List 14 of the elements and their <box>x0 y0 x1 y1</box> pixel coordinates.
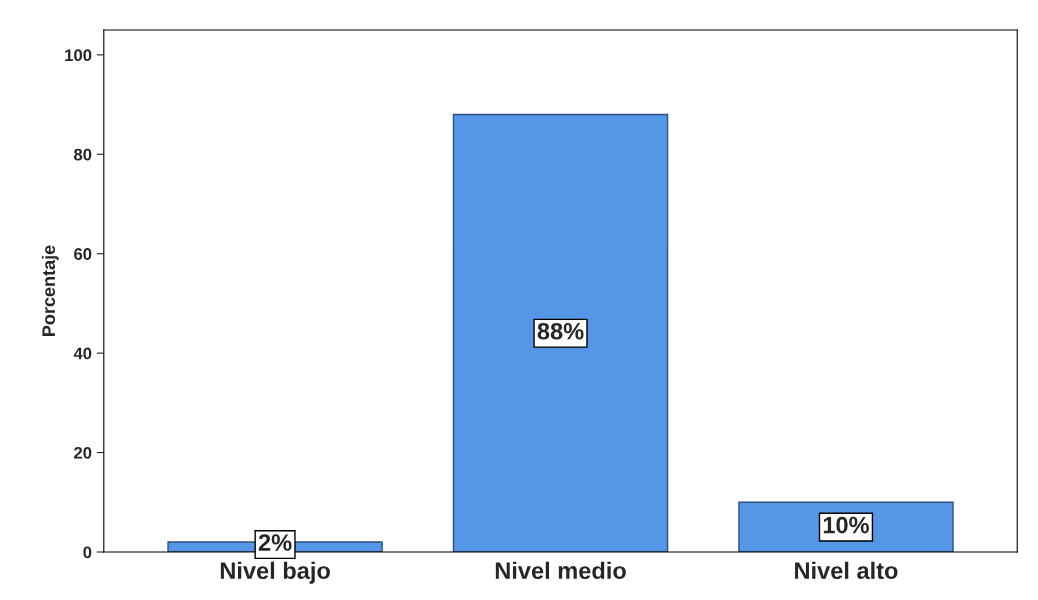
x-tick-label: Nivel medio <box>495 561 626 580</box>
x-tick-label: Nivel alto <box>795 561 898 580</box>
data-label: 88% <box>537 322 584 340</box>
y-tick-label: 40 <box>73 347 92 360</box>
y-tick-label: 100 <box>65 49 92 62</box>
y-tick-label: 20 <box>74 446 92 459</box>
data-label: 2% <box>258 534 292 551</box>
y-axis-title: Porcentaje <box>41 245 59 336</box>
x-tick-label: Nivel bajo <box>220 561 330 584</box>
y-tick-label: 0 <box>83 546 92 559</box>
y-tick-label: 60 <box>74 248 92 260</box>
data-label: 10% <box>823 516 869 534</box>
y-tick-label: 80 <box>73 148 92 161</box>
bar <box>452 113 669 552</box>
